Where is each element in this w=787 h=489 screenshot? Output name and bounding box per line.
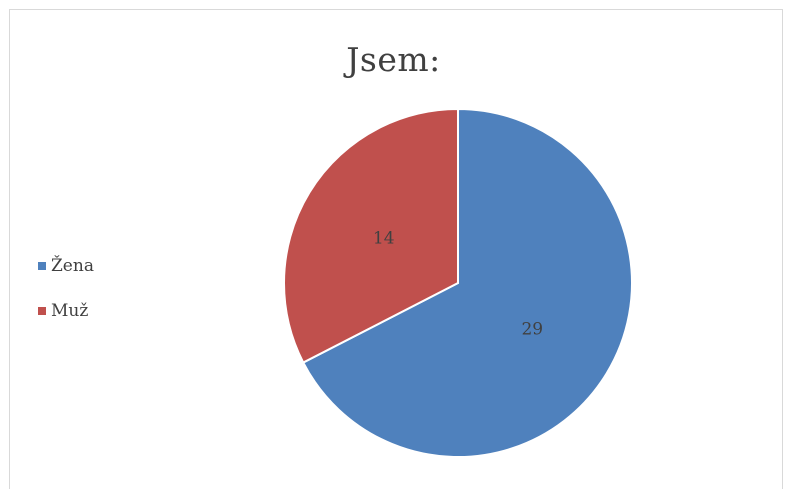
legend-label-muz: Muž	[51, 300, 89, 321]
pie-slice-muz	[283, 107, 459, 364]
legend-item-zena: Žena	[38, 252, 94, 279]
legend-swatch-muz	[38, 306, 46, 315]
legend-swatch-zena	[38, 261, 46, 270]
legend-label-zena: Žena	[51, 255, 94, 276]
pie-slice-zena	[301, 107, 633, 458]
chart-area	[9, 9, 783, 489]
legend: Žena Muž	[38, 252, 94, 342]
legend-item-muz: Muž	[38, 297, 94, 324]
data-label-muz: 14	[373, 229, 395, 249]
data-label-zena: 29	[521, 319, 543, 339]
chart-title: Jsem:	[346, 40, 441, 79]
